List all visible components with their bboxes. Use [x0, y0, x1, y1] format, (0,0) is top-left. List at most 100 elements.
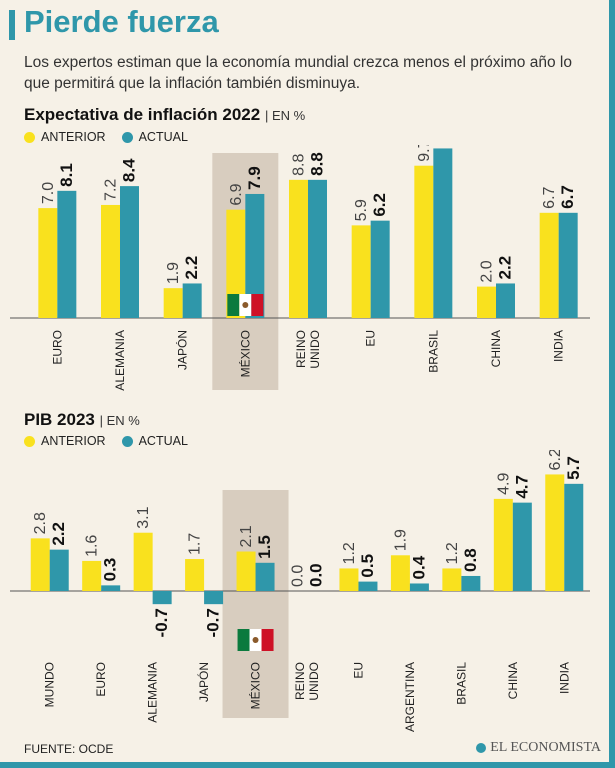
bar-anterior: [133, 532, 153, 591]
value-label-anterior: 5.9: [353, 199, 370, 221]
value-label-actual: 0.4: [409, 555, 428, 579]
flag-green-stripe: [227, 294, 240, 316]
value-label-actual: 6.2: [370, 193, 389, 217]
legend-swatch-anterior: [24, 131, 35, 143]
category-label: EU: [364, 330, 378, 347]
bar-actual: [182, 283, 202, 318]
category-label: EURO: [94, 662, 108, 697]
gdp-chart-title: PIB 2023: [24, 410, 95, 429]
legend-item-anterior: ANTERIOR: [24, 130, 106, 144]
inflation-chart-heading: Expectativa de inflación 2022 | EN %: [24, 105, 305, 125]
value-label-anterior: 8.8: [291, 153, 308, 175]
value-label-actual: 7.9: [245, 166, 264, 190]
value-label-anterior: 1.6: [84, 535, 101, 557]
brand-name: EL ECONOMISTA: [490, 740, 601, 755]
bar-anterior: [351, 225, 371, 318]
bar-anterior: [185, 559, 205, 591]
bar-actual: [512, 502, 532, 591]
bar-actual: [152, 591, 172, 605]
bar-actual: [370, 220, 390, 318]
bar-anterior: [82, 560, 102, 591]
legend-label-anterior: ANTERIOR: [41, 130, 106, 144]
value-label-anterior: 7.2: [103, 179, 120, 201]
category-label: ARGENTINA: [403, 662, 417, 732]
flag-emblem: [242, 302, 249, 308]
category-label: BRASIL: [454, 662, 468, 705]
gdp-chart-legend: ANTERIOR ACTUAL: [24, 434, 204, 448]
category-label: UNIDO: [308, 330, 322, 369]
value-label-actual: 0.3: [101, 558, 120, 582]
page-title: Pierde fuerza: [24, 4, 219, 39]
category-label: JAPÓN: [196, 662, 211, 702]
bar-anterior: [545, 474, 565, 591]
legend-swatch-actual: [121, 131, 133, 143]
legend-label-actual: ACTUAL: [138, 434, 188, 448]
category-label: REINO: [293, 662, 307, 700]
value-label-anterior: 6.2: [547, 450, 564, 470]
flag-red-stripe: [261, 629, 274, 651]
category-label: CHINA: [489, 330, 503, 367]
value-label-actual: 2.2: [182, 256, 201, 280]
bar-anterior: [493, 498, 513, 591]
value-label-anterior: 6.7: [541, 186, 558, 208]
inflation-chart-unit-separator: |: [264, 108, 272, 123]
bar-actual: [57, 190, 77, 318]
category-label: REINO: [294, 330, 308, 368]
category-label: EU: [351, 662, 365, 679]
bar-actual: [245, 193, 265, 318]
legend-item-actual: ACTUAL: [121, 434, 188, 448]
category-label: INDIA: [557, 662, 571, 694]
bar-actual: [558, 212, 578, 318]
bar-actual: [564, 483, 584, 591]
value-label-anterior: 1.2: [444, 542, 461, 564]
source-footer: FUENTE: OCDE: [24, 742, 114, 756]
bar-anterior: [339, 568, 359, 591]
category-label: EURO: [50, 330, 64, 365]
gdp-chart-unit: EN %: [106, 413, 140, 428]
value-label-anterior: 2.0: [479, 260, 496, 282]
bar-anterior: [236, 551, 256, 591]
value-label-actual: 0.8: [461, 548, 480, 572]
value-label-actual: 0.0: [307, 563, 326, 587]
inflation-chart-title: Expectativa de inflación 2022: [24, 105, 261, 124]
category-label: JAPÓN: [175, 330, 190, 370]
category-label: MUNDO: [43, 662, 57, 707]
bar-actual: [204, 591, 224, 605]
bar-actual: [461, 575, 481, 591]
category-label: MÉXICO: [248, 662, 263, 709]
gdp-chart-heading: PIB 2023 | EN %: [24, 410, 140, 430]
bar-actual: [409, 583, 429, 591]
value-label-anterior: 1.9: [392, 529, 409, 551]
value-label-actual: 0.5: [358, 554, 377, 578]
value-label-actual: 5.7: [564, 456, 583, 480]
flag-emblem: [252, 637, 259, 643]
value-label-actual: 2.2: [49, 522, 68, 546]
value-label-actual: 8.8: [308, 152, 327, 176]
legend-swatch-anterior: [24, 435, 35, 447]
category-label: CHINA: [506, 662, 520, 699]
value-label-actual: 1.5: [255, 535, 274, 559]
value-label-actual: 8.4: [120, 158, 139, 182]
legend-item-anterior: ANTERIOR: [24, 434, 106, 448]
value-label-actual: 4.7: [512, 475, 531, 499]
bar-anterior: [442, 568, 462, 591]
value-label-anterior: 2.8: [32, 512, 49, 534]
value-label-anterior: 6.9: [228, 183, 245, 205]
category-label: ALEMANIA: [113, 330, 127, 391]
legend-label-actual: ACTUAL: [138, 130, 188, 144]
title-accent-bar: [9, 10, 15, 40]
highlight-band: [222, 490, 289, 718]
value-label-actual: 8.1: [57, 163, 76, 187]
category-label: ALEMANIA: [146, 662, 160, 723]
flag-green-stripe: [237, 629, 250, 651]
category-label: BRASIL: [426, 330, 440, 373]
bar-actual: [358, 581, 378, 591]
bar-anterior: [38, 208, 58, 318]
value-label-anterior: 3.1: [135, 506, 152, 528]
inflation-chart-unit: EN %: [271, 108, 306, 123]
bar-actual: [433, 148, 453, 318]
value-label-anterior: 7.0: [40, 182, 57, 204]
bar-actual: [255, 562, 275, 591]
value-label-actual: 2.2: [496, 256, 515, 280]
